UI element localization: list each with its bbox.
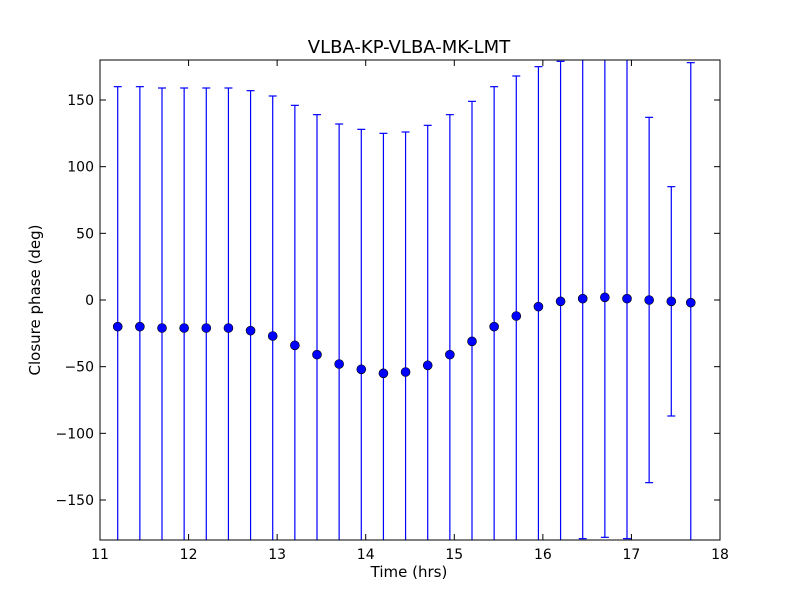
x-tick-label: 12 xyxy=(180,547,198,563)
data-point xyxy=(157,323,167,333)
data-point xyxy=(312,349,322,360)
y-tick-label: 0 xyxy=(85,293,94,309)
x-tick-label: 15 xyxy=(445,547,463,563)
data-point xyxy=(245,325,256,336)
y-tick-label: −150 xyxy=(56,493,94,509)
x-tick-label: 11 xyxy=(91,547,109,563)
data-point xyxy=(445,349,455,360)
chart-title: VLBA-KP-VLBA-MK-LMT xyxy=(308,37,511,58)
data-point xyxy=(223,323,234,333)
data-point xyxy=(201,323,212,333)
data-point xyxy=(112,321,123,332)
y-tick-label: 100 xyxy=(67,160,94,176)
data-point xyxy=(489,321,499,332)
x-tick-label: 18 xyxy=(711,547,729,563)
data-point xyxy=(622,293,632,304)
x-tick-label: 13 xyxy=(268,547,286,563)
y-tick-label: −50 xyxy=(64,360,94,376)
data-point xyxy=(577,293,588,304)
data-point xyxy=(422,360,433,371)
y-tick-label: 50 xyxy=(76,226,94,242)
data-point xyxy=(179,323,189,333)
plot-area: 11 12 13 14 15 16 17 18 −150 −100 −50 0 50 100 150 xyxy=(56,59,729,563)
x-axis-label: Time (hrs) xyxy=(370,563,448,581)
data-point xyxy=(685,297,696,308)
data-point xyxy=(533,301,544,312)
data-point xyxy=(555,296,566,307)
y-tick-label: −100 xyxy=(56,426,94,442)
data-point xyxy=(334,359,344,369)
x-tick-label: 16 xyxy=(534,547,552,563)
x-tick-label: 17 xyxy=(623,547,641,563)
data-point xyxy=(600,292,610,303)
data-point xyxy=(644,295,654,305)
data-point xyxy=(135,321,145,332)
data-point xyxy=(378,368,389,379)
y-tick-label: 150 xyxy=(67,93,94,109)
data-point xyxy=(356,364,367,375)
data-point xyxy=(267,331,278,341)
data-point xyxy=(666,296,677,307)
data-point xyxy=(511,311,522,321)
data-layer xyxy=(112,60,696,540)
x-tick-label: 14 xyxy=(357,547,375,563)
y-axis-label: Closure phase (deg) xyxy=(26,225,44,376)
data-point xyxy=(290,340,300,351)
data-point xyxy=(467,336,477,347)
data-point xyxy=(400,367,411,377)
